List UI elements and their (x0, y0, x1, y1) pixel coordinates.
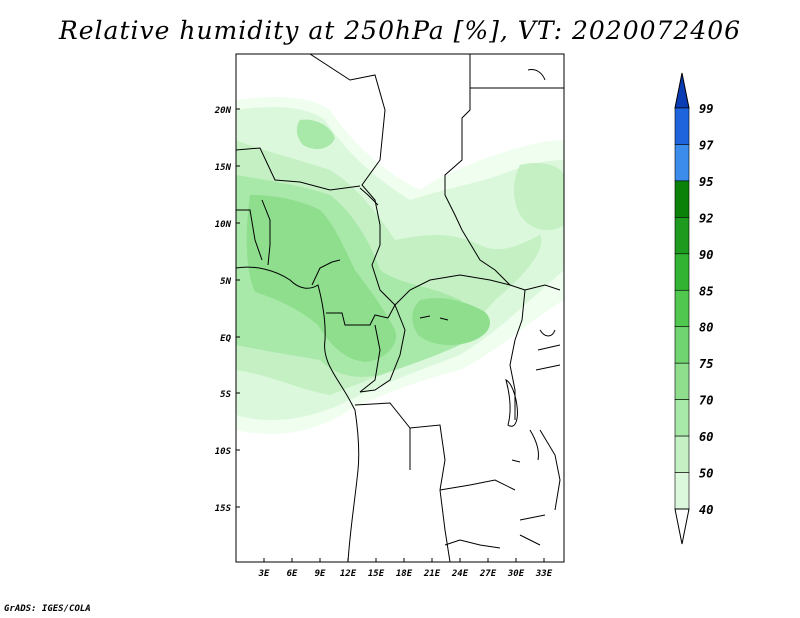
colorbar-segment (674, 435, 690, 473)
coastline (236, 266, 360, 562)
border-6 (236, 209, 263, 261)
lake-1 (505, 379, 518, 427)
colorbar-label: 80 (699, 321, 713, 335)
colorbar-segment (674, 472, 690, 510)
colorbar-segment (674, 107, 690, 145)
colorbar-segment (674, 144, 690, 182)
border-22 (519, 514, 546, 546)
colorbar-segment (674, 326, 690, 364)
lon-label: 15E (368, 569, 385, 579)
colorbar-segment (674, 253, 690, 291)
border-8 (359, 187, 379, 206)
colorbar-segment (674, 217, 690, 255)
colorbar-label: 92 (699, 211, 713, 225)
colorbar-segment (674, 362, 690, 400)
border-12 (359, 324, 381, 393)
lat-label: 20N (214, 106, 232, 116)
colorbar: 99 97 95 92 90 85 80 75 70 60 50 40 (674, 72, 714, 545)
lon-label: 9E (315, 569, 326, 579)
lat-label: 10S (215, 447, 232, 457)
humidity-field (236, 97, 564, 434)
colorbar-label: 85 (699, 284, 713, 298)
colorbar-min-triangle (674, 508, 690, 545)
border-5 (461, 229, 511, 286)
credit-text: GrADS: IGES/COLA (4, 604, 91, 614)
colorbar-label: 50 (699, 467, 713, 481)
lake-6 (511, 459, 521, 463)
border-15 (439, 479, 516, 491)
lat-label: 15S (215, 504, 232, 514)
lon-label: 24E (451, 569, 469, 579)
border-7 (261, 199, 271, 266)
lat-label: 10N (215, 220, 232, 230)
lat-label: 15N (215, 163, 232, 173)
lon-label: 27E (479, 569, 497, 579)
colorbar-max-triangle (674, 72, 690, 109)
latitude-axis: 20N 15N 10N 5N EQ 5S 10S 15S (214, 106, 240, 514)
lake-5 (419, 315, 449, 321)
border-2 (444, 54, 471, 231)
colorbar-label: 99 (699, 102, 713, 116)
lat-label: 5S (220, 390, 231, 400)
lat-label: EQ (220, 334, 231, 344)
colorbar-segment (674, 399, 690, 437)
colorbar-label: 97 (699, 138, 714, 152)
border-13 (359, 304, 406, 393)
lake-2 (539, 329, 556, 337)
lake-3 (529, 429, 539, 461)
border-18 (524, 284, 561, 291)
border-4 (371, 225, 526, 306)
colorbar-label: 60 (699, 430, 713, 444)
colorbar-segment (674, 289, 690, 328)
map-frame (235, 53, 565, 563)
border-20 (539, 429, 561, 511)
lat-label: 5N (220, 277, 231, 287)
colorbar-label: 75 (699, 357, 713, 371)
colorbar-label: 90 (699, 248, 713, 262)
colorbar-label: 95 (699, 175, 713, 189)
humidity-70-nw (296, 119, 335, 150)
colorbar-segment (674, 180, 690, 218)
borders (236, 54, 564, 562)
lon-label: 18E (396, 569, 413, 579)
border-21 (444, 539, 501, 549)
border-19 (535, 344, 561, 371)
lake-4 (527, 69, 546, 81)
border-11 (387, 304, 396, 319)
humidity-75-east (412, 298, 490, 346)
lon-label: 12E (340, 569, 357, 579)
humidity-75 (246, 195, 396, 362)
longitude-axis: 3E 6E 9E 12E 15E 18E 21E 24E 27E 30E 33E (258, 558, 553, 579)
border-1 (309, 54, 386, 226)
border-10 (326, 312, 389, 326)
lon-label: 30E (507, 569, 525, 579)
lon-label: 6E (287, 569, 298, 579)
border-3 (236, 147, 361, 191)
lon-label: 3E (258, 569, 270, 579)
border-14 (354, 402, 451, 562)
lon-label: 21E (423, 569, 441, 579)
colorbar-label: 40 (699, 503, 713, 517)
humidity-60-ne (514, 163, 564, 231)
chart-title: Relative humidity at 250hPa [%], VT: 202… (58, 16, 742, 45)
lon-label: 33E (535, 569, 553, 579)
colorbar-label: 70 (699, 394, 713, 408)
border-9 (311, 259, 341, 286)
